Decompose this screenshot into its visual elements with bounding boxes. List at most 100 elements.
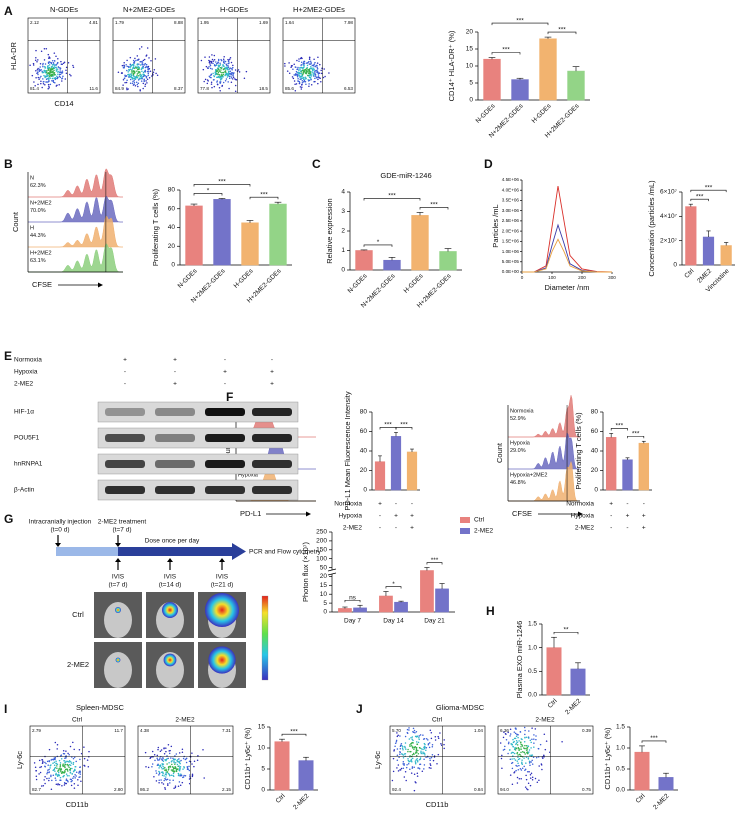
flow-event xyxy=(223,67,225,70)
flow-event xyxy=(133,83,136,85)
flow-event xyxy=(300,71,303,73)
flow-event xyxy=(172,772,175,775)
y-tick-label: 60 xyxy=(360,428,368,435)
timeline-text: (t=0 d) xyxy=(51,527,70,534)
flow-event xyxy=(56,743,59,746)
condition-sign: - xyxy=(610,513,612,520)
flow-event xyxy=(64,782,66,785)
flow-event xyxy=(533,738,535,740)
flow-event xyxy=(49,764,51,767)
flow-event xyxy=(317,73,320,75)
flow-event xyxy=(437,737,440,739)
flow-event xyxy=(518,764,520,767)
flow-event xyxy=(60,771,62,773)
y-tick-label: 20 xyxy=(591,467,599,474)
flow-event xyxy=(73,783,76,785)
flow-event xyxy=(225,66,228,68)
flow-event xyxy=(307,80,310,82)
flow-event xyxy=(39,76,41,79)
flow-event xyxy=(68,760,71,762)
flow-event xyxy=(136,83,139,86)
flow-event xyxy=(50,62,53,65)
flow-event xyxy=(154,759,156,762)
flow-event xyxy=(443,739,445,741)
flow-event xyxy=(529,764,531,766)
flow-event xyxy=(284,65,286,67)
flow-event xyxy=(309,76,312,79)
flow-event xyxy=(529,777,532,779)
flow-event xyxy=(315,76,318,79)
condition-sign: - xyxy=(124,369,126,376)
flow-event xyxy=(542,757,544,760)
condition-sign: + xyxy=(173,381,177,388)
flow-event xyxy=(145,63,148,66)
flow-event xyxy=(117,71,120,74)
flow-event xyxy=(521,762,523,765)
flow-event xyxy=(67,61,70,64)
flow-event xyxy=(509,758,512,761)
flow-event xyxy=(234,90,237,92)
flow-event xyxy=(513,740,515,743)
bar xyxy=(435,588,449,613)
flow-event xyxy=(42,63,44,66)
flow-event xyxy=(418,758,421,761)
y-tick-label: 2.0E+06 xyxy=(502,228,520,233)
flow-event xyxy=(500,757,503,760)
flow-event xyxy=(232,66,234,69)
flow-event xyxy=(44,75,46,78)
y-axis-label: CD11b⁺ Ly6c⁺ (%) xyxy=(243,727,252,790)
flow-event xyxy=(521,767,524,769)
condition-label: Hypoxia xyxy=(14,369,38,376)
flow-event xyxy=(225,78,228,80)
flow-event xyxy=(227,81,229,83)
flow-event xyxy=(515,740,518,742)
flow-event xyxy=(47,764,49,766)
flow-event xyxy=(409,745,411,748)
flow-event xyxy=(511,761,514,764)
flow-event xyxy=(75,775,77,777)
flow-event xyxy=(402,748,404,751)
flow-event xyxy=(415,754,418,757)
flow-event xyxy=(316,64,318,67)
significance-label: *** xyxy=(632,430,640,437)
flow-event xyxy=(401,745,403,747)
flow-event xyxy=(47,769,49,771)
flow-event xyxy=(224,80,227,82)
flow-event xyxy=(44,83,46,86)
flow-event xyxy=(525,756,528,759)
flow-event xyxy=(515,747,518,750)
flow-event xyxy=(420,748,423,750)
flow-event xyxy=(73,748,75,751)
flow-event xyxy=(223,55,225,58)
flow-event xyxy=(410,745,413,747)
flow-event xyxy=(45,48,48,50)
flow-event xyxy=(416,760,419,763)
flow-event xyxy=(233,72,235,74)
flow-event xyxy=(234,78,236,80)
ivis-label: (t=7 d) xyxy=(109,582,128,589)
flow-event xyxy=(399,735,401,737)
flow-event xyxy=(400,743,403,745)
flow-event xyxy=(54,76,57,79)
flow-event xyxy=(48,64,51,66)
flow-event xyxy=(415,752,417,754)
flow-event xyxy=(413,773,416,776)
quadrant-value: 6.53 xyxy=(344,86,353,91)
bar xyxy=(355,250,373,271)
flow-event xyxy=(310,78,312,81)
flow-event xyxy=(72,770,75,773)
timeline-text: Dose once per day xyxy=(145,538,200,545)
flow-event xyxy=(225,64,228,66)
flow-event xyxy=(503,748,506,751)
flow-event xyxy=(55,85,58,87)
flow-event xyxy=(217,66,220,68)
flow-event xyxy=(141,67,144,69)
flow-event xyxy=(232,76,235,78)
flow-event xyxy=(394,742,397,744)
flow-event xyxy=(136,74,138,77)
flow-event xyxy=(138,67,140,69)
flow-event xyxy=(310,83,313,86)
flow-event xyxy=(303,60,305,63)
flow-event xyxy=(514,759,517,761)
flow-event xyxy=(167,783,169,785)
